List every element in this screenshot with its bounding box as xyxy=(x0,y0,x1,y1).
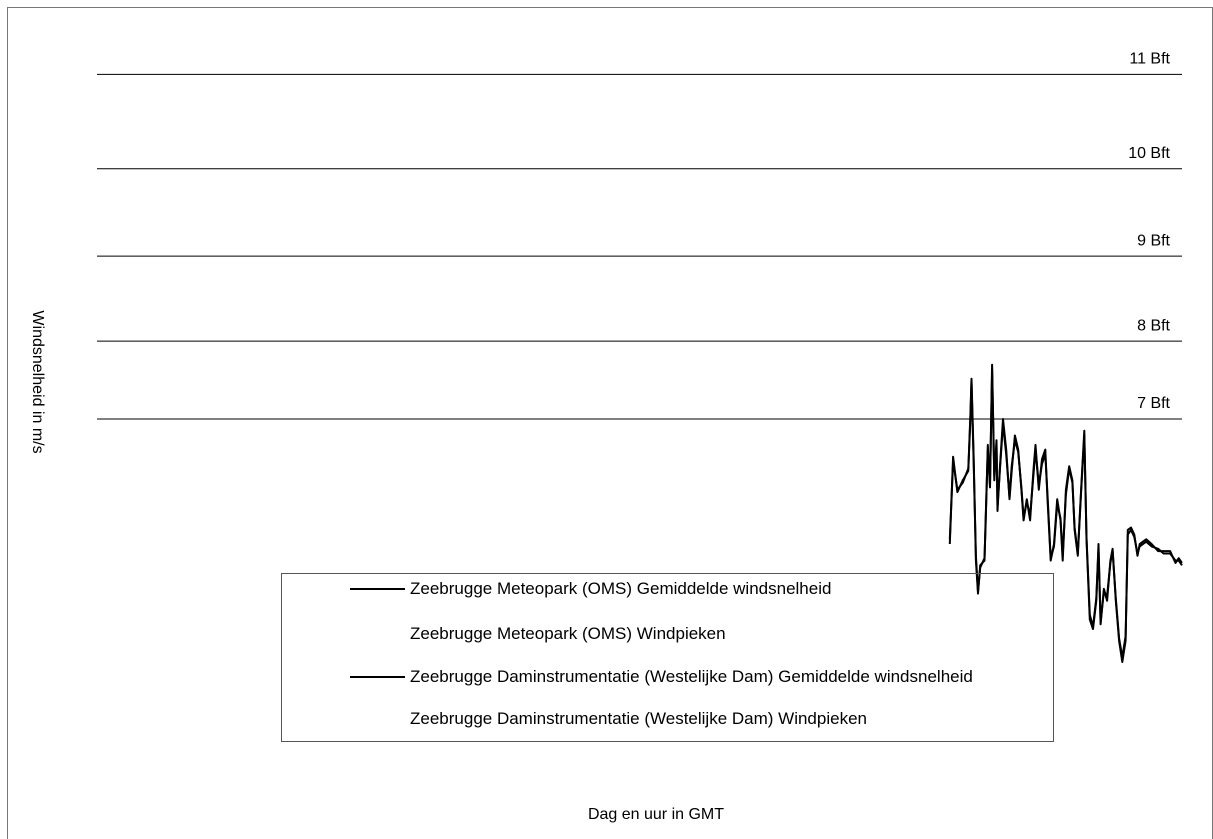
legend-swatch xyxy=(350,623,405,645)
reference-label: 8 Bft xyxy=(1137,317,1170,334)
legend-item: Zeebrugge Meteopark (OMS) Windpieken xyxy=(350,623,1000,645)
legend-item: Zeebrugge Daminstrumentatie (Westelijke … xyxy=(350,708,1000,730)
reference-label: 10 Bft xyxy=(1128,145,1170,162)
legend-label: Zeebrugge Meteopark (OMS) Gemiddelde win… xyxy=(410,579,832,598)
legend-item: Zeebrugge Meteopark (OMS) Gemiddelde win… xyxy=(350,578,1000,600)
legend-item: Zeebrugge Daminstrumentatie (Westelijke … xyxy=(350,666,1000,688)
legend-label: Zeebrugge Meteopark (OMS) Windpieken xyxy=(410,624,726,643)
legend-swatch xyxy=(350,578,405,600)
legend-swatch xyxy=(350,708,405,730)
series-line xyxy=(948,368,1183,659)
legend-label: Zeebrugge Daminstrumentatie (Westelijke … xyxy=(410,667,973,686)
reference-label: 9 Bft xyxy=(1137,232,1170,249)
reference-label: 11 Bft xyxy=(1129,51,1170,68)
x-axis-label: Dag en uur in GMT xyxy=(588,806,724,823)
legend-label: Zeebrugge Daminstrumentatie (Westelijke … xyxy=(410,709,867,728)
legend-swatch xyxy=(350,666,405,688)
legend: Zeebrugge Meteopark (OMS) Gemiddelde win… xyxy=(281,573,1054,742)
y-axis-label: Windsnelheid in m/s xyxy=(29,310,46,453)
reference-label: 7 Bft xyxy=(1137,395,1170,412)
